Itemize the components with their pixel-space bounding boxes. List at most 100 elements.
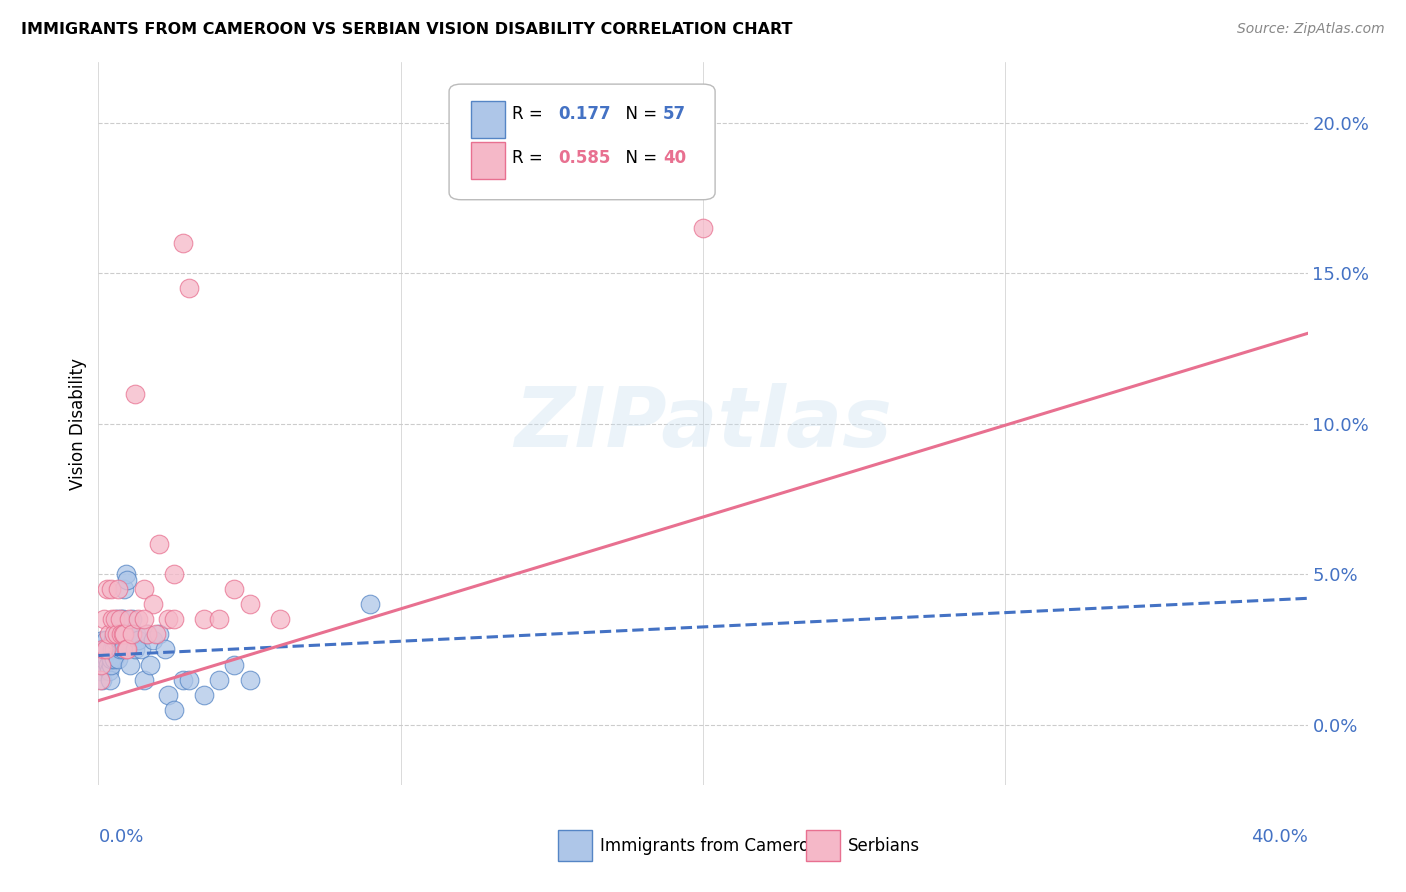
Point xyxy=(112,627,135,641)
Point xyxy=(120,657,142,672)
Point xyxy=(148,627,170,641)
Point xyxy=(239,673,262,687)
Point xyxy=(93,651,115,665)
Point xyxy=(239,598,262,612)
Point xyxy=(90,664,112,678)
Point xyxy=(108,642,131,657)
Text: Serbians: Serbians xyxy=(848,837,920,855)
Point xyxy=(93,612,115,626)
Text: Immigrants from Cameroon: Immigrants from Cameroon xyxy=(600,837,830,855)
Point xyxy=(163,612,186,626)
Point xyxy=(114,567,136,582)
Point xyxy=(156,688,179,702)
Point xyxy=(142,633,165,648)
Point xyxy=(103,627,125,641)
Text: 40.0%: 40.0% xyxy=(1251,829,1308,847)
Point xyxy=(127,612,149,626)
Point xyxy=(100,651,122,665)
Point xyxy=(124,642,146,657)
Point xyxy=(139,657,162,672)
Point xyxy=(224,582,246,597)
Point xyxy=(132,673,155,687)
Point xyxy=(107,651,129,665)
Point xyxy=(112,642,135,657)
Text: N =: N = xyxy=(614,105,662,123)
Point xyxy=(105,612,128,626)
Point xyxy=(110,627,132,641)
FancyBboxPatch shape xyxy=(471,101,505,138)
Point xyxy=(224,657,246,672)
Point xyxy=(98,664,121,678)
Point xyxy=(96,642,118,657)
Text: 0.0%: 0.0% xyxy=(98,829,143,847)
Point xyxy=(145,627,167,641)
Text: 0.585: 0.585 xyxy=(558,149,610,167)
Point xyxy=(91,673,114,687)
Point xyxy=(269,612,291,626)
Point xyxy=(100,657,122,672)
Point xyxy=(98,673,121,687)
Point xyxy=(129,642,152,657)
Point xyxy=(692,221,714,235)
Point xyxy=(132,582,155,597)
Text: IMMIGRANTS FROM CAMEROON VS SERBIAN VISION DISABILITY CORRELATION CHART: IMMIGRANTS FROM CAMEROON VS SERBIAN VISI… xyxy=(21,22,793,37)
Point xyxy=(121,612,143,626)
Point xyxy=(115,573,138,587)
Point xyxy=(148,537,170,551)
Point xyxy=(103,651,125,665)
Point xyxy=(360,598,382,612)
Point xyxy=(115,627,138,641)
Point xyxy=(193,688,215,702)
Point xyxy=(96,582,118,597)
Point xyxy=(94,642,117,657)
Point xyxy=(172,235,194,250)
Point xyxy=(114,642,136,657)
FancyBboxPatch shape xyxy=(806,830,839,861)
Point xyxy=(107,582,129,597)
Point xyxy=(125,627,148,641)
Point xyxy=(100,582,122,597)
Point xyxy=(91,642,114,657)
Point xyxy=(208,612,231,626)
Point xyxy=(115,642,138,657)
Point xyxy=(94,633,117,648)
Point xyxy=(90,657,112,672)
Y-axis label: Vision Disability: Vision Disability xyxy=(69,358,87,490)
Point xyxy=(108,612,131,626)
Point xyxy=(105,627,128,641)
Point xyxy=(96,651,118,665)
Point xyxy=(132,612,155,626)
Point xyxy=(118,612,141,626)
Point xyxy=(104,612,127,626)
Point xyxy=(89,673,111,687)
Point xyxy=(172,673,194,687)
Point xyxy=(179,673,201,687)
Point xyxy=(101,633,124,648)
Point xyxy=(93,657,115,672)
Text: ZIPatlas: ZIPatlas xyxy=(515,384,891,464)
Point xyxy=(135,627,157,641)
Text: 40: 40 xyxy=(664,149,686,167)
Point xyxy=(89,651,111,665)
Point xyxy=(122,627,145,641)
Text: Source: ZipAtlas.com: Source: ZipAtlas.com xyxy=(1237,22,1385,37)
Point xyxy=(110,612,132,626)
Point xyxy=(127,633,149,648)
Point xyxy=(124,386,146,401)
Point xyxy=(193,612,215,626)
Point xyxy=(108,633,131,648)
Point xyxy=(111,627,134,641)
Text: 0.177: 0.177 xyxy=(558,105,610,123)
Point xyxy=(112,582,135,597)
Text: N =: N = xyxy=(614,149,662,167)
Text: R =: R = xyxy=(512,105,548,123)
Point xyxy=(163,567,186,582)
Point xyxy=(98,627,121,641)
Point xyxy=(163,703,186,717)
FancyBboxPatch shape xyxy=(558,830,592,861)
Point xyxy=(91,633,114,648)
Point xyxy=(142,598,165,612)
Point xyxy=(101,642,124,657)
Point xyxy=(121,627,143,641)
Point xyxy=(104,633,127,648)
